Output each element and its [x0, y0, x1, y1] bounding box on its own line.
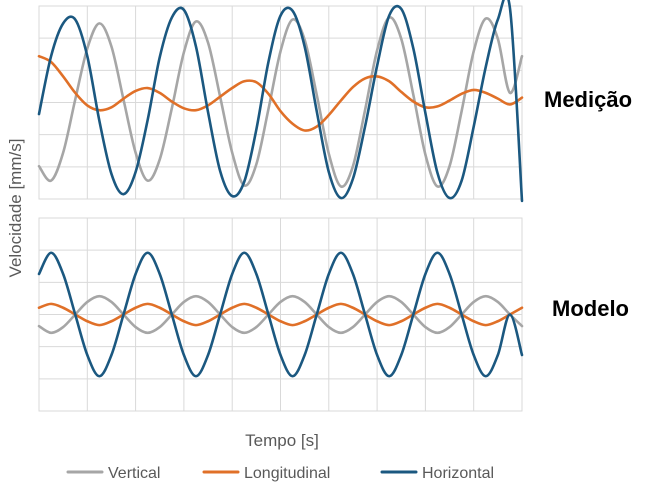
series-line-vertical [37, 294, 524, 335]
legend-label-vertical: Vertical [108, 465, 160, 482]
chart-legend: Vertical Longitudinal Horizontal [66, 465, 494, 482]
legend-label-longitudinal: Longitudinal [244, 465, 330, 482]
panel-label-modelo: Modelo [552, 296, 629, 321]
series-line-horizontal [37, 0, 524, 203]
series-line-horizontal [37, 251, 524, 378]
series-line-longitudinal [37, 302, 524, 327]
series-line-longitudinal [37, 54, 524, 132]
chart-panel-1 [37, 0, 524, 203]
chart-panel-2 [37, 217, 524, 412]
chart-panels [37, 0, 524, 412]
y-axis-title: Velocidade [mm/s] [6, 139, 25, 278]
legend-label-horizontal: Horizontal [422, 465, 494, 482]
x-axis-title: Tempo [s] [245, 431, 319, 450]
panel-label-medicao: Medição [544, 87, 632, 112]
